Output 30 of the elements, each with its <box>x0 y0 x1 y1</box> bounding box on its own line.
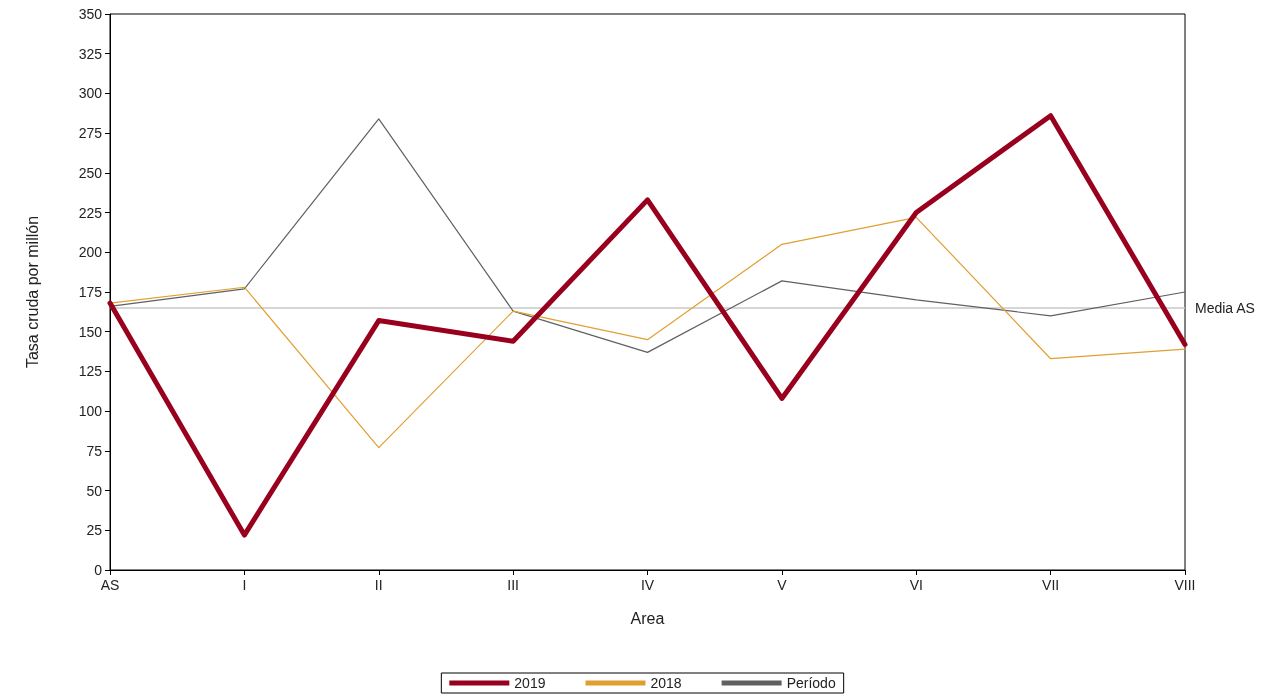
y-tick-label: 325 <box>78 45 103 62</box>
y-tick-label: 250 <box>78 164 103 181</box>
legend-label: Período <box>786 675 836 691</box>
x-axis-title: Area <box>630 609 665 627</box>
y-tick-label: 300 <box>78 85 103 102</box>
y-tick-label: 75 <box>86 442 103 459</box>
y-tick-label: 350 <box>78 6 103 22</box>
x-tick-label: I <box>242 577 247 593</box>
x-tick-label: AS <box>100 577 120 593</box>
y-tick-label: 25 <box>86 522 103 539</box>
y-tick-label: 100 <box>78 403 103 420</box>
y-tick-label: 0 <box>94 562 103 578</box>
y-tick-label: 125 <box>78 363 103 380</box>
x-tick-label: VIII <box>1174 577 1196 593</box>
x-tick-label: VI <box>909 577 923 593</box>
y-tick-label: 225 <box>78 204 103 221</box>
x-tick-label: III <box>507 577 519 593</box>
x-tick-label: V <box>777 577 788 593</box>
y-tick-label: 200 <box>78 244 103 261</box>
y-tick-label: 275 <box>78 125 103 142</box>
legend-label: 2018 <box>650 675 682 691</box>
legend-label: 2019 <box>514 675 546 691</box>
x-tick-label: VII <box>1042 577 1060 593</box>
x-tick-label: IV <box>640 577 655 593</box>
y-tick-label: 50 <box>86 482 103 499</box>
y-axis-title: Tasa cruda por millón <box>23 215 41 369</box>
y-tick-label: 175 <box>78 284 103 300</box>
y-tick-label: 150 <box>78 323 103 340</box>
x-tick-label: II <box>374 577 383 593</box>
ref-line-label: Media AS <box>1195 299 1255 316</box>
